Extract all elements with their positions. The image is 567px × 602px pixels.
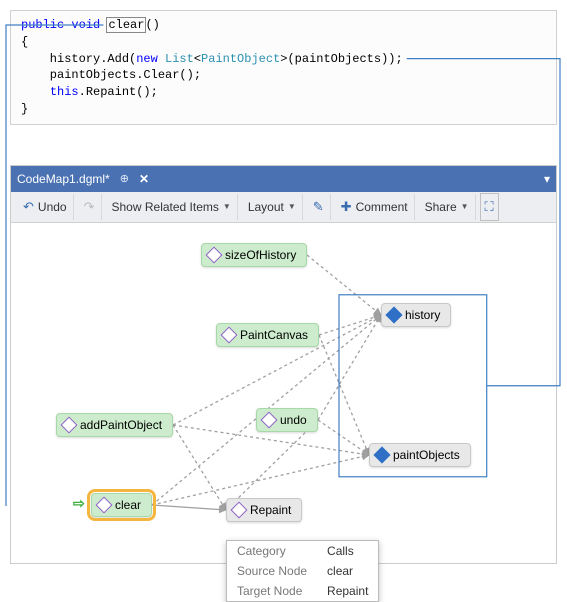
entry-arrow-icon: ⇨	[73, 495, 85, 512]
node-paintObjects[interactable]: paintObjects	[369, 443, 471, 467]
type-paintobject: PaintObject	[201, 52, 280, 66]
share-button[interactable]: Share ▼	[419, 194, 476, 220]
tooltip-val: Calls	[317, 541, 378, 561]
parens: ()	[145, 18, 159, 32]
comment-button[interactable]: ✚Comment	[335, 194, 415, 220]
redo-button[interactable]: ↷	[78, 194, 102, 220]
kw-void: void	[71, 18, 100, 32]
brace-close: }	[21, 102, 28, 116]
undo-button[interactable]: ↶Undo	[17, 194, 74, 220]
code-line1a: history.Add(	[21, 52, 136, 66]
code-panel: public void clear() { history.Add(new Li…	[10, 10, 557, 125]
tooltip-val: clear	[317, 561, 378, 581]
tooltip-key: Source Node	[227, 561, 317, 581]
node-clear[interactable]: clear	[91, 493, 152, 517]
node-icon	[221, 326, 238, 343]
codemap-window: CodeMap1.dgml* ⊕ ✕ ▾ ↶Undo ↷ Show Relate…	[10, 165, 557, 564]
fit-button[interactable]: ⛶	[480, 193, 499, 221]
close-icon[interactable]: ✕	[139, 172, 149, 186]
chevron-down-icon: ▼	[223, 202, 231, 211]
code-line1e: >(paintObjects));	[280, 52, 402, 66]
graph-canvas[interactable]: sizeOfHistory PaintCanvas addPaintObject un…	[11, 223, 556, 563]
edge-tooltip: CategoryCalls Source Nodeclear Target No…	[226, 540, 379, 602]
chevron-down-icon: ▼	[288, 202, 296, 211]
kw-this: this	[50, 85, 79, 99]
tab-bar: CodeMap1.dgml* ⊕ ✕ ▾	[11, 166, 556, 192]
node-icon	[61, 416, 78, 433]
layout-button[interactable]: Layout ▼	[242, 194, 303, 220]
node-history[interactable]: history	[381, 303, 451, 327]
tab-title[interactable]: CodeMap1.dgml*	[17, 172, 110, 186]
filter-button[interactable]: ✎	[307, 194, 331, 220]
toolbar: ↶Undo ↷ Show Related Items ▼ Layout ▼ ✎ …	[11, 192, 556, 223]
window-menu-icon[interactable]: ▾	[544, 172, 550, 186]
node-icon	[96, 496, 113, 513]
redo-icon: ↷	[84, 199, 95, 215]
node-addPaintObject[interactable]: addPaintObject	[56, 413, 173, 437]
code-line3b: .Repaint();	[79, 85, 158, 99]
pin-icon[interactable]: ⊕	[120, 172, 129, 185]
kw-public: public	[21, 18, 64, 32]
brace-open: {	[21, 35, 28, 49]
code-line2: paintObjects.Clear();	[21, 68, 201, 82]
node-undo[interactable]: undo	[256, 408, 318, 432]
node-repaint[interactable]: Repaint	[226, 498, 302, 522]
show-related-button[interactable]: Show Related Items ▼	[106, 194, 238, 220]
node-icon	[261, 411, 278, 428]
node-icon	[206, 246, 223, 263]
tooltip-key: Target Node	[227, 581, 317, 601]
tooltip-val: Repaint	[317, 581, 378, 601]
chevron-down-icon: ▼	[461, 202, 469, 211]
kw-new: new	[136, 52, 158, 66]
node-paintCanvas[interactable]: PaintCanvas	[216, 323, 319, 347]
wand-icon: ✎	[313, 199, 324, 215]
comment-icon: ✚	[341, 199, 352, 215]
node-icon	[374, 446, 391, 463]
type-list: List	[165, 52, 194, 66]
tooltip-key: Category	[227, 541, 317, 561]
node-icon	[386, 306, 403, 323]
undo-icon: ↶	[23, 199, 34, 215]
method-name[interactable]: clear	[107, 18, 145, 32]
node-sizeOfHistory[interactable]: sizeOfHistory	[201, 243, 307, 267]
node-icon	[231, 501, 248, 518]
fit-icon: ⛶	[485, 199, 494, 215]
